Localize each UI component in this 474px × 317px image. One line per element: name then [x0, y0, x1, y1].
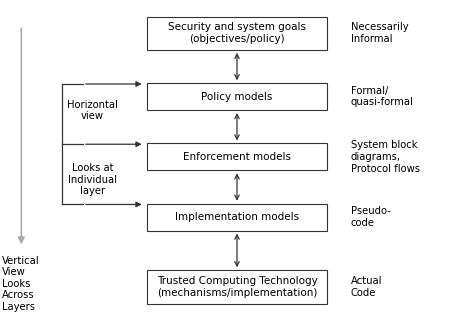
Bar	[147, 270, 327, 304]
Text: Actual
Code: Actual Code	[351, 276, 382, 298]
Text: Trusted Computing Technology
(mechanisms/implementation): Trusted Computing Technology (mechanisms…	[156, 276, 318, 298]
Text: Security and system goals
(objectives/policy): Security and system goals (objectives/po…	[168, 23, 306, 44]
Bar	[147, 83, 327, 110]
Text: Formal/
quasi-formal: Formal/ quasi-formal	[351, 86, 414, 107]
Text: Pseudo-
code: Pseudo- code	[351, 206, 391, 228]
Bar	[147, 17, 327, 50]
Bar	[147, 143, 327, 171]
Text: Looks at
Individual
layer: Looks at Individual layer	[68, 163, 117, 197]
Text: Enforcement models: Enforcement models	[183, 152, 291, 162]
Text: Vertical
View
Looks
Across
Layers: Vertical View Looks Across Layers	[2, 256, 40, 312]
Text: Horizontal
view: Horizontal view	[67, 100, 118, 121]
Text: Implementation models: Implementation models	[175, 212, 299, 222]
Text: Necessarily
Informal: Necessarily Informal	[351, 23, 409, 44]
Bar	[147, 204, 327, 231]
Text: Policy models: Policy models	[201, 92, 273, 102]
Text: System block
diagrams,
Protocol flows: System block diagrams, Protocol flows	[351, 140, 420, 173]
